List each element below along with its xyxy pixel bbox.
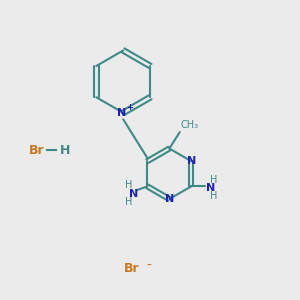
- Text: H: H: [210, 191, 217, 201]
- Text: N: N: [206, 183, 215, 193]
- Text: H: H: [210, 175, 217, 184]
- Text: N: N: [129, 189, 138, 199]
- Text: Br: Br: [29, 143, 45, 157]
- Text: H: H: [125, 197, 132, 207]
- Text: Br: Br: [124, 262, 140, 275]
- Text: H: H: [125, 180, 132, 190]
- Text: CH₃: CH₃: [180, 120, 198, 130]
- Text: N: N: [117, 108, 126, 118]
- Text: +: +: [126, 103, 133, 112]
- Text: N: N: [187, 156, 196, 166]
- Text: H: H: [60, 143, 70, 157]
- Text: N: N: [165, 194, 174, 204]
- Text: -: -: [146, 259, 151, 273]
